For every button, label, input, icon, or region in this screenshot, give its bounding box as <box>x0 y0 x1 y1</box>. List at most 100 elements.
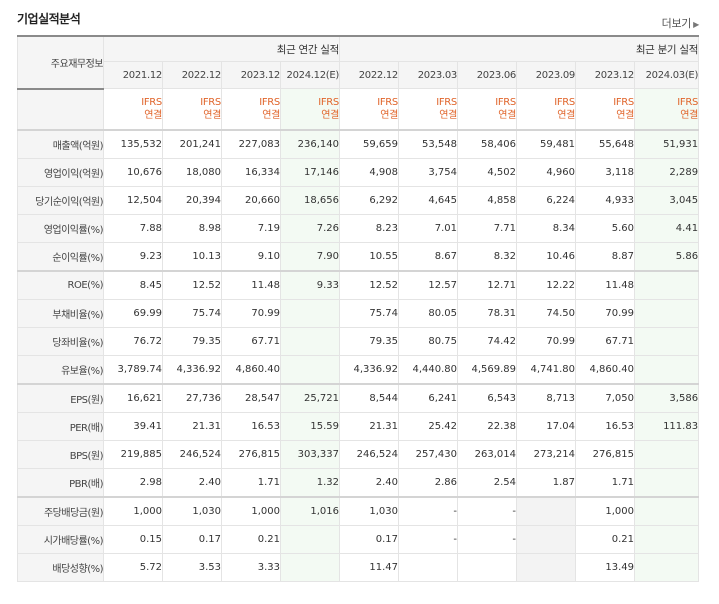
more-link-label: 더보기 <box>661 17 692 30</box>
table-cell: 4,960 <box>516 158 576 187</box>
table-cell <box>516 553 576 582</box>
ifrs-badge: IFRS 연결 <box>103 88 163 131</box>
table-cell <box>633 270 700 300</box>
table-cell: 78.31 <box>457 299 517 328</box>
table-cell: 28,547 <box>221 383 281 413</box>
row-label: 배당성향(%) <box>17 553 104 582</box>
table-cell: 1.32 <box>280 468 340 498</box>
table-cell: 4,645 <box>398 186 458 215</box>
table-row: PBR(배) 2.98 2.40 1.71 1.32 2.40 2.86 2.54 1.87 1.… <box>17 468 700 498</box>
more-link[interactable]: 더보기 ▶ <box>661 15 700 31</box>
table-cell: 10.55 <box>339 242 399 272</box>
table-cell: 12.57 <box>398 270 458 300</box>
table-cell <box>280 327 340 356</box>
table-cell: 59,481 <box>516 129 576 159</box>
table-cell: 67.71 <box>221 327 281 356</box>
table-cell <box>516 496 576 526</box>
table-cell: 6,543 <box>457 383 517 413</box>
table-cell: 12.22 <box>516 270 576 300</box>
table-cell: 70.99 <box>221 299 281 328</box>
table-cell: 10,676 <box>103 158 163 187</box>
table-cell: 4,502 <box>457 158 517 187</box>
table-cell: - <box>398 525 458 554</box>
ifrs-badge: IFRS 연결 <box>575 88 635 131</box>
table-cell: 4.41 <box>633 214 700 243</box>
table-row: ROE(%) 8.45 12.52 11.48 9.33 12.52 12.57 12.71 1… <box>17 270 700 300</box>
table-cell <box>280 553 340 582</box>
table-row: 시가배당률(%) 0.15 0.17 0.21 0.17- -0.21 <box>17 525 700 554</box>
table-cell <box>633 327 700 356</box>
ifrs-label: IFRS <box>200 97 221 108</box>
table-cell: 2.54 <box>457 468 517 498</box>
table-cell: 9.10 <box>221 242 281 272</box>
ifrs-label: IFRS <box>436 97 457 108</box>
table-cell: 53,548 <box>398 129 458 159</box>
table-cell <box>633 440 700 469</box>
table-cell: 20,394 <box>162 186 222 215</box>
ifrs-consolidated-label: 연결 <box>680 110 699 121</box>
row-label: 매출액(억원) <box>17 129 104 159</box>
table-row: 당좌비율(%) 76.72 79.35 67.71 79.35 80.75 74.42 70.… <box>17 327 700 356</box>
table-cell <box>633 468 700 498</box>
table-cell: - <box>457 525 517 554</box>
table-cell: 3,789.74 <box>103 355 163 385</box>
table-cell: 246,524 <box>339 440 399 469</box>
table-cell: 1.87 <box>516 468 576 498</box>
table-cell: 13.49 <box>575 553 635 582</box>
table-cell: 8,544 <box>339 383 399 413</box>
table-cell: 6,241 <box>398 383 458 413</box>
table-cell: 0.17 <box>162 525 222 554</box>
table-cell: 0.21 <box>575 525 635 554</box>
ifrs-label: IFRS <box>377 97 398 108</box>
row-label: 주당배당금(원) <box>17 496 104 526</box>
table-cell: 79.35 <box>162 327 222 356</box>
table-cell: 11.48 <box>575 270 635 300</box>
table-cell: 2.86 <box>398 468 458 498</box>
ifrs-consolidated-label: 연결 <box>380 110 398 121</box>
ifrs-label: IFRS <box>259 97 280 108</box>
table-cell: 12.52 <box>339 270 399 300</box>
row-header-label: 주요재무정보 <box>17 35 104 89</box>
table-cell: 16.53 <box>575 412 635 441</box>
table-cell: 22.38 <box>457 412 517 441</box>
column-header: 2024.03(E) <box>633 61 700 89</box>
table-cell: 7.71 <box>457 214 517 243</box>
table-cell: 4,336.92 <box>339 355 399 385</box>
table-cell: 1,030 <box>162 496 222 526</box>
table-cell: 246,524 <box>162 440 222 469</box>
ifrs-label: IFRS <box>677 97 699 108</box>
table-cell: 2,289 <box>633 158 700 187</box>
table-cell: 303,337 <box>280 440 340 469</box>
table-cell: 8.98 <box>162 214 222 243</box>
ifrs-badge: IFRS 연결 <box>633 88 700 131</box>
ifrs-consolidated-label: 연결 <box>262 110 280 121</box>
table-cell: 12,504 <box>103 186 163 215</box>
table-cell: 276,815 <box>221 440 281 469</box>
table-cell: 273,214 <box>516 440 576 469</box>
row-label: 순이익률(%) <box>17 242 104 272</box>
table-cell <box>633 496 700 526</box>
table-row: 주당배당금(원) 1,000 1,030 1,000 1,016 1,030- -1,000 <box>17 496 700 526</box>
ifrs-consolidated-label: 연결 <box>439 110 457 121</box>
table-cell: 4,860.40 <box>575 355 635 385</box>
table-cell: 10.13 <box>162 242 222 272</box>
table-cell: 8.87 <box>575 242 635 272</box>
row-label: EPS(원) <box>17 383 104 413</box>
financial-performance-table: 주요재무정보 최근 연간 실적 최근 분기 실적 2021.12 2022.12 2… <box>17 35 700 582</box>
table-cell: 4,860.40 <box>221 355 281 385</box>
table-cell: 79.35 <box>339 327 399 356</box>
table-row: 영업이익률(%) 7.88 8.98 7.19 7.26 8.23 7.01 7.71 8.34… <box>17 214 700 243</box>
row-label: 유보율(%) <box>17 355 104 385</box>
table-row: 당기순이익(억원) 12,504 20,394 20,660 18,656 6,292 4,… <box>17 186 700 215</box>
table-cell: 4,569.89 <box>457 355 517 385</box>
table-row: 부채비율(%) 69.99 75.74 70.99 75.74 80.05 78.31 74.… <box>17 299 700 328</box>
table-cell: 3,586 <box>633 383 700 413</box>
table-cell: 6,292 <box>339 186 399 215</box>
table-cell: 70.99 <box>575 299 635 328</box>
table-cell <box>633 299 700 328</box>
table-cell: 10.46 <box>516 242 576 272</box>
table-row: 매출액(억원) 135,532 201,241 227,083 236,140 59,65… <box>17 129 700 159</box>
column-header: 2023.06 <box>457 61 517 89</box>
table-cell: 1,000 <box>575 496 635 526</box>
table-cell <box>633 553 700 582</box>
